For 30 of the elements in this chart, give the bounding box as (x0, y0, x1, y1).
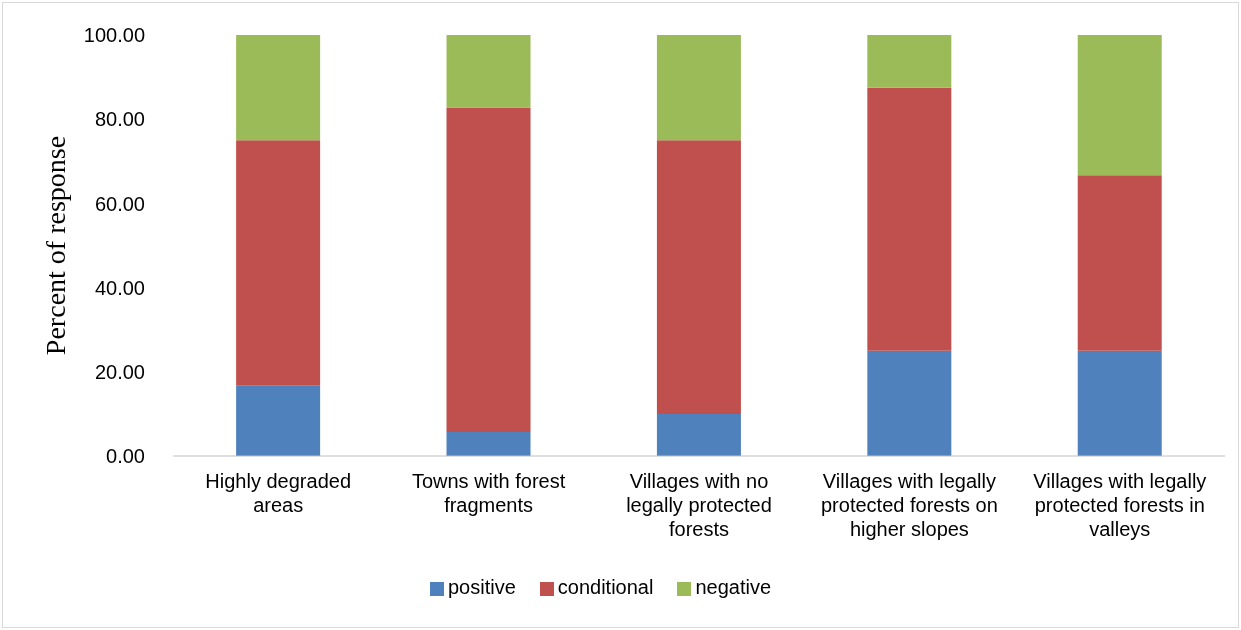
bar (236, 140, 321, 386)
bar (236, 35, 321, 141)
bar (656, 35, 741, 141)
x-tick-label: Villages with legally protected forests in valleys (1033, 470, 1207, 540)
bar (236, 385, 321, 456)
x-tick-label: Highly degraded areas (205, 470, 352, 516)
y-tick-label: 20.00 (94, 360, 145, 383)
bar (1077, 175, 1162, 351)
bar (446, 35, 531, 108)
legend-label: negative (695, 576, 772, 598)
y-tick-label: 40.00 (94, 276, 145, 299)
y-tick-label: 80.00 (94, 108, 145, 131)
x-tick-label: Villages with no legally protected forests (626, 470, 772, 540)
bar (867, 87, 952, 351)
bar (656, 413, 741, 456)
y-tick-label: 0.00 (106, 445, 145, 468)
legend-label: positive (447, 576, 516, 598)
bar (1077, 35, 1162, 176)
y-tick-label: 60.00 (94, 192, 145, 215)
bar (446, 432, 531, 456)
y-tick-label: 100.00 (83, 24, 145, 47)
bar (867, 350, 952, 456)
x-tick-label: Villages with legally protected forests on higher slopes (821, 470, 998, 540)
x-tick-label: Towns with forest fragments (411, 470, 566, 516)
bar (656, 140, 741, 414)
y-axis-title: Percent of response (39, 135, 71, 356)
legend-label: conditional (557, 576, 654, 598)
bar (867, 35, 952, 88)
bar (1077, 350, 1162, 456)
bar (446, 107, 531, 432)
